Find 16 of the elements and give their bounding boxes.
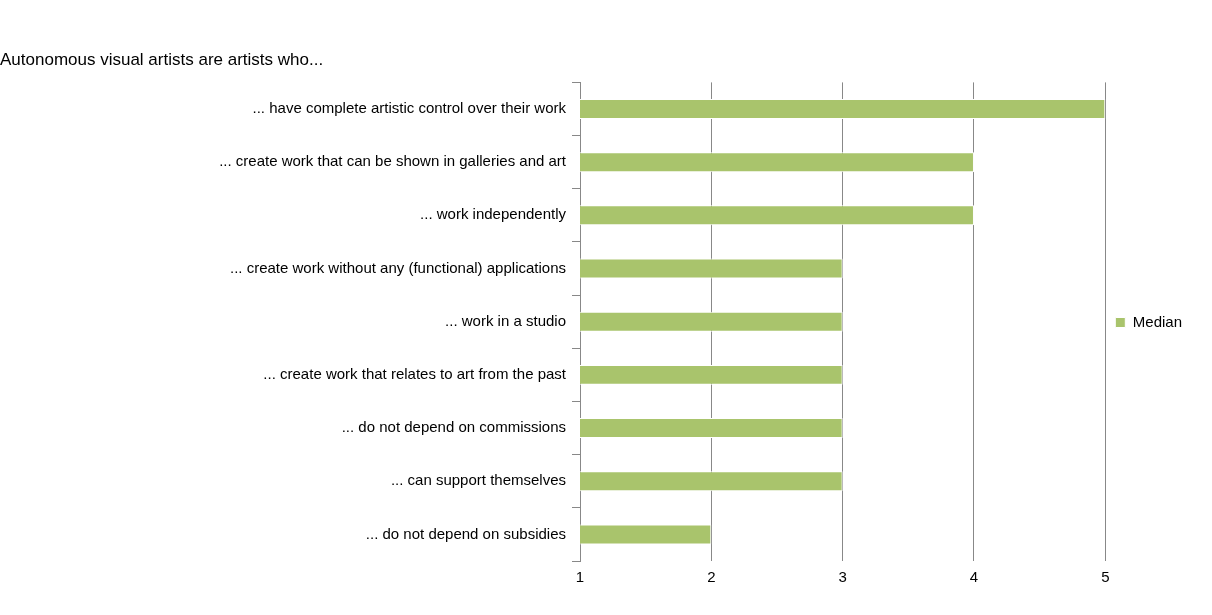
x-tick-label: 2 bbox=[707, 568, 716, 586]
y-tick-label: ... create work without any (functional) applications bbox=[230, 258, 566, 276]
legend-label: Median bbox=[1132, 312, 1183, 330]
y-tick-label: ... can support themselves bbox=[390, 471, 566, 489]
x-tick-label: 3 bbox=[838, 568, 847, 586]
x-tick-label: 1 bbox=[575, 568, 585, 586]
x-tick-label: 4 bbox=[969, 568, 979, 586]
y-tick-label: ... do not depend on commissions bbox=[341, 418, 566, 436]
y-tick-label: ... do not depend on subsidies bbox=[365, 524, 566, 542]
y-tick-label: ... work independently bbox=[420, 205, 567, 223]
y-tick-label: ... work in a studio bbox=[445, 311, 566, 329]
x-tick-label: 5 bbox=[1101, 568, 1110, 586]
y-tick-label: ... create work that relates to art from the past bbox=[263, 365, 567, 383]
y-tick-label: ... have complete artistic control over their work bbox=[252, 99, 567, 117]
text: Autonomous visual artists are artists who... bbox=[0, 49, 324, 69]
y-tick-label: ... create work that can be shown in galleries and art bbox=[219, 152, 567, 170]
